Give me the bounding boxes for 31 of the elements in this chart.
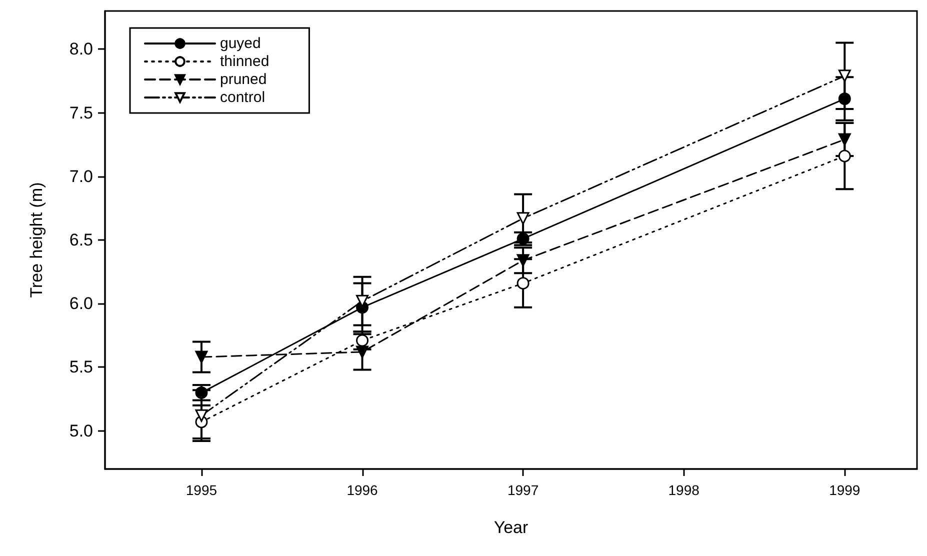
point bbox=[838, 70, 851, 82]
point bbox=[838, 133, 851, 146]
legend-label: control bbox=[220, 89, 266, 106]
point bbox=[516, 254, 530, 267]
x-tick-label: 1997 bbox=[507, 482, 539, 498]
x-tick-label: 1998 bbox=[668, 482, 700, 498]
y-tick-label: 8.0 bbox=[69, 40, 93, 59]
y-tick-label: 5.5 bbox=[69, 358, 93, 377]
point bbox=[838, 92, 851, 106]
point bbox=[356, 346, 369, 358]
y-tick-label: 7.5 bbox=[69, 103, 93, 122]
x-axis-title: Year bbox=[494, 518, 529, 537]
y-tick-label: 7.0 bbox=[69, 166, 93, 186]
legend-label: pruned bbox=[220, 71, 267, 88]
point bbox=[195, 350, 208, 364]
point bbox=[516, 232, 530, 245]
point bbox=[516, 277, 530, 290]
legend-label: guyed bbox=[220, 35, 261, 52]
x-tick-label: 1999 bbox=[829, 482, 860, 498]
y-tick-label: 5.0 bbox=[69, 421, 93, 440]
x-tick-label: 1995 bbox=[186, 482, 218, 498]
x-tick-label: 1996 bbox=[346, 482, 378, 498]
y-tick-label: 6.0 bbox=[69, 294, 93, 314]
point bbox=[356, 334, 369, 347]
point bbox=[195, 409, 208, 422]
point bbox=[838, 150, 851, 162]
point bbox=[516, 212, 530, 225]
y-tick-label: 6.5 bbox=[69, 230, 93, 250]
legend-label: thinned bbox=[220, 53, 270, 70]
point bbox=[195, 386, 208, 399]
y-axis-title: Tree height (m) bbox=[27, 182, 46, 298]
